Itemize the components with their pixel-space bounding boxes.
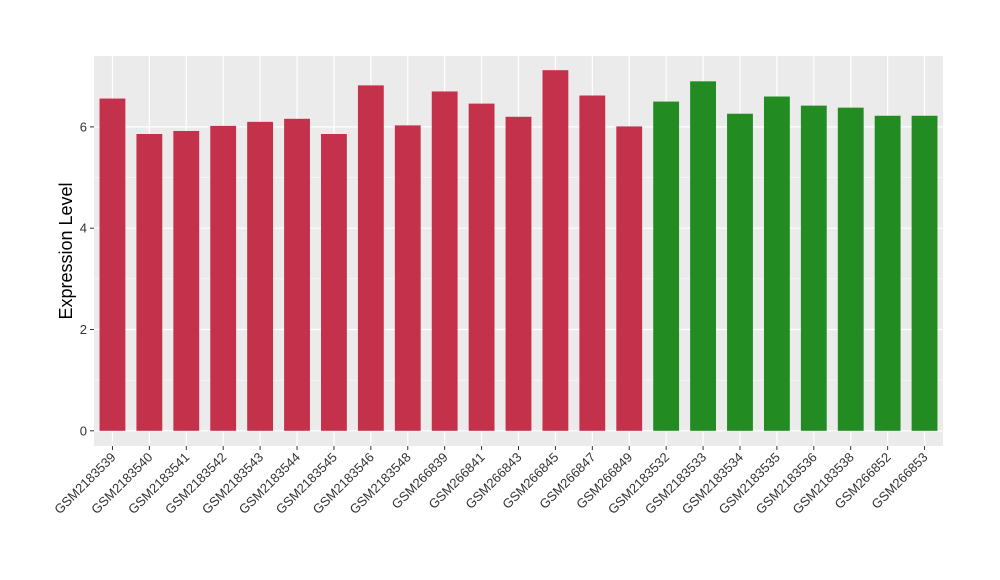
bars	[99, 70, 938, 431]
bar-GSM2183544	[284, 118, 310, 431]
bar-GSM266853	[911, 115, 938, 431]
bar-GSM2183542	[210, 125, 237, 431]
bar-GSM2183539	[99, 98, 126, 431]
bar-GSM2183540	[136, 134, 163, 431]
y-tick-label: 6	[80, 119, 87, 134]
bar-GSM2183534	[727, 113, 753, 431]
y-axis: 0 2 4 6	[80, 119, 94, 438]
bar-GSM2183548	[394, 125, 421, 431]
bar-GSM266845	[542, 70, 569, 431]
y-tick-label: 4	[80, 221, 87, 236]
bar-GSM2183533	[690, 81, 716, 431]
bar-GSM266839	[431, 91, 458, 431]
bar-GSM2183536	[800, 105, 827, 431]
y-tick-label: 2	[80, 322, 87, 337]
bar-GSM266841	[468, 103, 495, 431]
y-axis-title: Expression Level	[56, 182, 76, 319]
bar-GSM2183543	[247, 121, 274, 431]
bar-GSM266847	[579, 95, 606, 431]
bar-GSM266843	[505, 116, 532, 431]
bar-GSM266852	[874, 115, 901, 431]
bar-GSM266849	[616, 126, 643, 431]
bar-GSM2183545	[321, 134, 347, 431]
y-tick-label: 0	[80, 423, 87, 438]
bar-GSM2183538	[837, 107, 864, 431]
bar-GSM2183535	[763, 96, 790, 431]
bar-GSM2183546	[357, 85, 384, 431]
bar-GSM2183532	[653, 101, 680, 431]
bar-GSM2183541	[173, 130, 200, 431]
x-axis: GSM2183539GSM2183540GSM2183541GSM2183542…	[51, 446, 931, 517]
